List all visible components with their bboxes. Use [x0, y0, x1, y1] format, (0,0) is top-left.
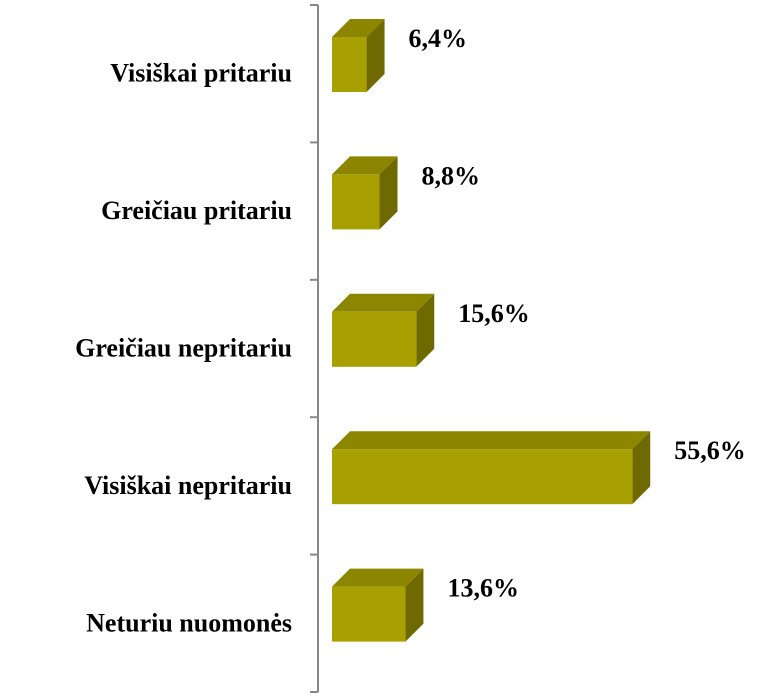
bar-side — [405, 568, 424, 642]
bar-side — [379, 156, 398, 230]
category-label: Visiškai pritariu — [110, 59, 292, 88]
value-label: 6,4% — [409, 24, 468, 53]
bar-top — [332, 19, 385, 37]
category-label: Visiškai nepritariu — [84, 471, 292, 500]
value-label: 8,8% — [422, 161, 481, 190]
value-label: 55,6% — [674, 436, 746, 465]
category-label: Neturiu nuomonės — [86, 608, 292, 637]
value-label: 15,6% — [458, 299, 530, 328]
bar — [332, 174, 380, 230]
category-label: Greičiau pritariu — [101, 196, 292, 225]
bar-top — [332, 156, 398, 175]
bar — [332, 37, 367, 92]
bar — [332, 311, 417, 367]
value-label: 13,6% — [447, 574, 519, 603]
bar-side — [416, 293, 435, 367]
bar-side — [366, 19, 385, 92]
bar-top — [332, 568, 424, 587]
bar-side — [632, 431, 651, 505]
bar-top — [332, 293, 435, 312]
bar — [332, 586, 406, 642]
category-label: Greičiau nepritariu — [75, 333, 292, 362]
bar — [332, 449, 633, 505]
bar-top — [332, 431, 651, 450]
